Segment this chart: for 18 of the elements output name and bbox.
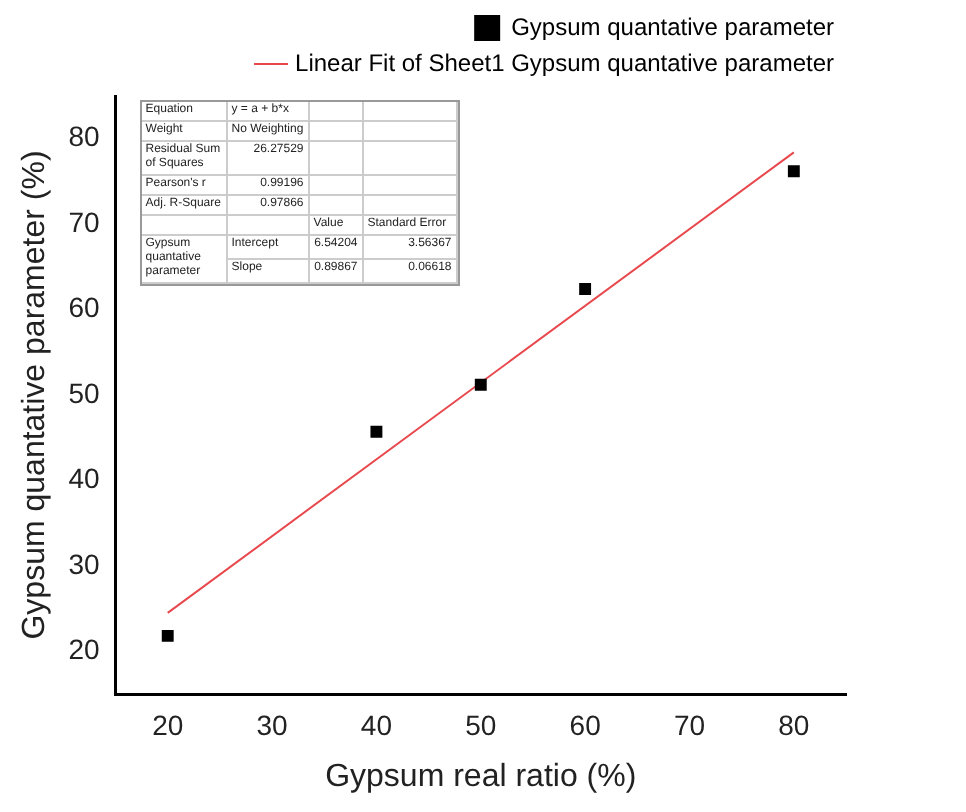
y-tick-label: 50 (68, 376, 100, 409)
y-tick-label: 70 (68, 205, 100, 238)
y-tick-label: 60 (68, 291, 100, 324)
y-tick-label: 20 (68, 633, 100, 665)
x-tick-label: 50 (465, 708, 497, 741)
legend-label: Gypsum quantative parameter (511, 12, 835, 41)
y-tick-label: 80 (68, 120, 100, 153)
y-axis-title: Gypsum quantative parameter (%) (18, 150, 53, 640)
y-tick-label: 40 (68, 462, 100, 495)
x-axis-title: Gypsum real ratio (%) (325, 759, 637, 794)
x-tick-label: 80 (778, 708, 810, 741)
x-tick-label: 30 (256, 708, 289, 741)
x-tick-label: 70 (673, 708, 706, 741)
y-tick-label: 30 (68, 547, 100, 580)
x-tick-label: 60 (569, 708, 602, 741)
legend-label: Linear Fit of Sheet1 Gypsum quantative parameter (295, 48, 835, 77)
x-tick-label: 20 (152, 708, 184, 741)
x-tick-label: 40 (360, 708, 393, 741)
